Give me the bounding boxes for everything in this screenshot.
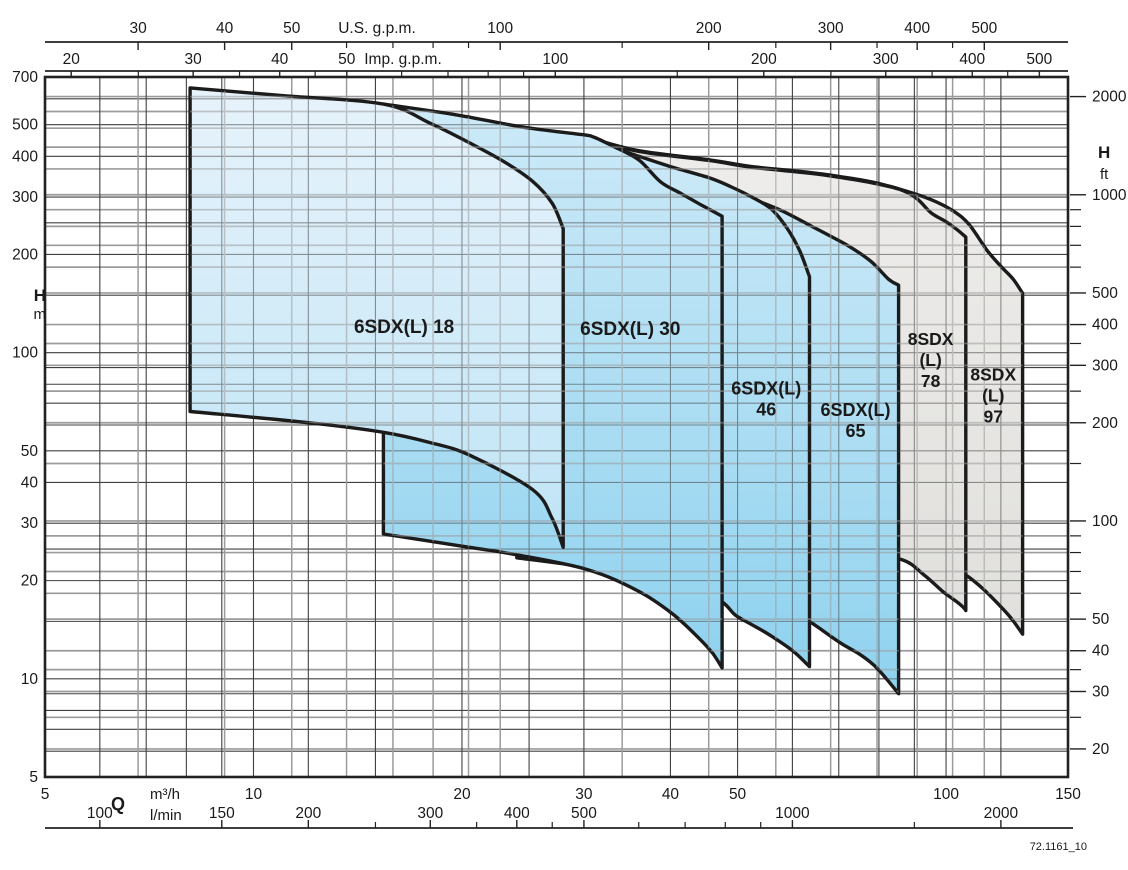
us-gpm-tick-label: 30	[129, 20, 147, 37]
q-m3h-tick-label: 40	[662, 786, 680, 803]
imp-gpm-tick-label: 20	[63, 51, 81, 68]
h-ft-tick-label: 2000	[1092, 89, 1127, 106]
region-label-6sdx-l-30: 6SDX(L) 30	[580, 319, 680, 340]
q-m3h-tick-label: 100	[933, 786, 959, 803]
region-label-8sdx-l-97: 8SDX (L) 97	[970, 364, 1016, 426]
imp-gpm-tick-label: 30	[185, 51, 203, 68]
imp-gpm-tick-label: 100	[542, 51, 568, 68]
us-gpm-tick-label: 200	[696, 20, 722, 37]
plot-frame-layer	[43, 75, 1070, 779]
imp-gpm-tick-label: 40	[271, 51, 289, 68]
h-ft-tick-label: 20	[1092, 741, 1110, 758]
us-gpm-tick-label: 40	[216, 20, 234, 37]
h-m-tick-label: 20	[21, 573, 39, 590]
q-m3h-tick-label: 50	[729, 786, 747, 803]
q-m3h-tick-label: 150	[1055, 786, 1081, 803]
h-ft-tick-label: 40	[1092, 643, 1110, 660]
lmin-tick-label: 100	[87, 805, 113, 822]
q-m3h-tick-label: 5	[41, 786, 50, 803]
flow-axis-unit-lmin: l/min	[150, 807, 182, 824]
q-m3h-tick-label: 10	[245, 786, 263, 803]
h-ft-tick-label: 30	[1092, 683, 1110, 700]
h-ft-tick-label: 50	[1092, 611, 1110, 628]
head-axis-title-left: H	[34, 286, 46, 305]
us-gpm-tick-label: 500	[971, 20, 997, 37]
imp-gpm-tick-label: 400	[959, 51, 985, 68]
h-m-tick-label: 5	[29, 769, 38, 786]
h-m-tick-label: 500	[12, 117, 38, 134]
h-ft-tick-label: 300	[1092, 357, 1118, 374]
h-m-tick-label: 30	[21, 515, 39, 532]
imp-gpm-tick-label: 500	[1026, 51, 1052, 68]
lmin-tick-label: 400	[504, 805, 530, 822]
h-m-tick-label: 10	[21, 671, 39, 688]
region-label-6sdx-l-46: 6SDX(L) 46	[731, 379, 801, 420]
h-ft-tick-label: 200	[1092, 415, 1118, 432]
imp-gpm-axis-title: Imp. g.p.m.	[364, 51, 442, 68]
region-label-6sdx-l-65: 6SDX(L) 65	[820, 400, 890, 441]
us-gpm-tick-label: 300	[818, 20, 844, 37]
h-m-tick-label: 50	[21, 443, 39, 460]
region-label-8sdx-l-78: 8SDX (L) 78	[908, 329, 954, 391]
head-axis-title-right: H	[1098, 143, 1110, 162]
h-m-tick-label: 200	[12, 246, 38, 263]
us-gpm-axis-title: U.S. g.p.m.	[338, 20, 416, 37]
us-gpm-tick-label: 100	[487, 20, 513, 37]
h-m-tick-label: 100	[12, 345, 38, 362]
head-axis-unit-right: ft	[1100, 166, 1109, 183]
us-gpm-tick-label: 50	[283, 20, 301, 37]
lmin-tick-label: 200	[295, 805, 321, 822]
plot-border	[43, 75, 1070, 779]
region-labels-layer: 8SDX (L) 97 8SDX (L) 78 6SDX(L) 65 6SDX(L) 46 6SDX…	[354, 317, 1017, 441]
h-ft-tick-label: 100	[1092, 513, 1118, 530]
region-label-6sdx-l-18: 6SDX(L) 18	[354, 317, 454, 338]
imp-gpm-tick-label: 200	[751, 51, 777, 68]
h-m-tick-label: 400	[12, 148, 38, 165]
lmin-tick-label: 1000	[775, 805, 810, 822]
lmin-tick-label: 300	[417, 805, 443, 822]
h-ft-tick-label: 400	[1092, 317, 1118, 334]
h-m-tick-label: 700	[12, 69, 38, 86]
drawing-reference-code: 72.1161_10	[1030, 841, 1087, 853]
q-m3h-tick-label: 30	[575, 786, 593, 803]
lmin-tick-label: 500	[571, 805, 597, 822]
us-gpm-tick-label: 400	[904, 20, 930, 37]
axis-ticks-layer: 30 40 50 100 200 300 400 500 20 30 40 50 100 200 300 40…	[12, 20, 1127, 829]
lmin-tick-label: 2000	[984, 805, 1019, 822]
h-m-tick-label: 40	[21, 474, 39, 491]
h-ft-tick-label: 500	[1092, 285, 1118, 302]
imp-gpm-tick-label: 50	[338, 51, 356, 68]
flow-axis-unit-m3h: m³/h	[150, 786, 180, 803]
h-m-tick-label: 300	[12, 189, 38, 206]
q-m3h-tick-label: 20	[453, 786, 471, 803]
flow-axis-title: Q	[111, 794, 125, 814]
lmin-tick-label: 150	[209, 805, 235, 822]
h-ft-tick-label: 1000	[1092, 187, 1127, 204]
pump-region-6sdx-l-18	[188, 86, 565, 549]
imp-gpm-tick-label: 300	[873, 51, 899, 68]
head-axis-unit-left: m	[34, 306, 47, 323]
